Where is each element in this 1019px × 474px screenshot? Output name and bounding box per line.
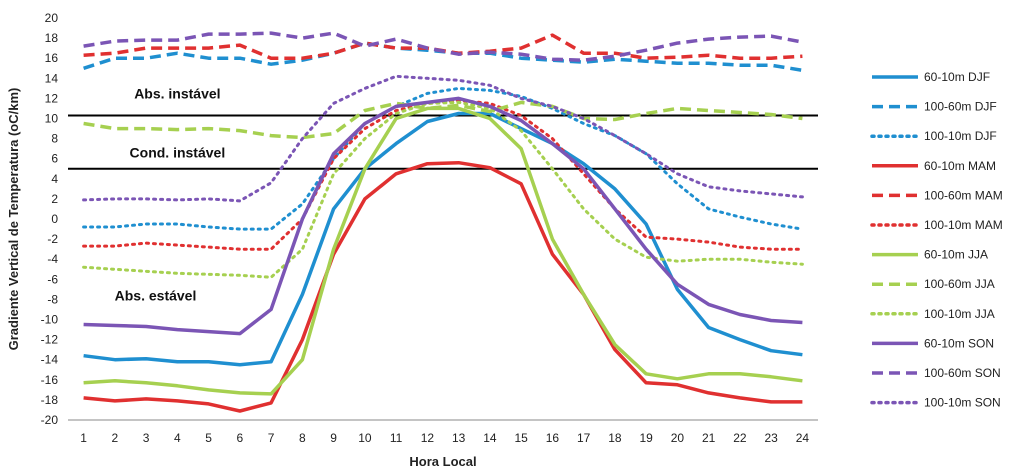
- legend-label: 100-60m DJF: [924, 100, 997, 114]
- series-line: [82, 98, 804, 251]
- x-tick-label: 4: [174, 431, 181, 445]
- x-tick-label: 1: [80, 431, 87, 445]
- x-tick-label: 20: [671, 431, 685, 445]
- legend-label: 60-10m MAM: [924, 159, 996, 173]
- x-tick-label: 2: [112, 431, 119, 445]
- series-line: [83, 31, 803, 62]
- legend-label: 100-60m SON: [924, 366, 1001, 380]
- series-line: [82, 100, 804, 279]
- y-tick-label: 0: [51, 212, 58, 226]
- x-tick-label: 10: [358, 431, 372, 445]
- y-tick-label: -4: [47, 252, 58, 266]
- legend-label: 100-10m JJA: [924, 307, 995, 321]
- x-tick-label: 17: [577, 431, 591, 445]
- y-tick-label: 4: [51, 172, 58, 186]
- x-tick-label: 19: [639, 431, 653, 445]
- series-line: [82, 74, 804, 203]
- reference-lines: [68, 114, 818, 170]
- legend-label: 100-10m DJF: [924, 129, 997, 143]
- legend-label: 60-10m SON: [924, 336, 994, 350]
- legend-label: 60-10m DJF: [924, 70, 990, 84]
- legend-label: 100-10m MAM: [924, 218, 1003, 232]
- series-line: [83, 100, 803, 140]
- x-tick-label: 9: [330, 431, 337, 445]
- x-tick-label: 7: [268, 431, 275, 445]
- series-lines: [82, 31, 804, 413]
- x-tick-label: 8: [299, 431, 306, 445]
- annotation-label: Cond. instável: [130, 145, 226, 161]
- y-tick-label: 12: [45, 91, 59, 105]
- legend-label: 100-10m SON: [924, 396, 1001, 410]
- x-axis-ticks: 1 2 3 4 5 6 7 8 9 10 11 12 13 14 15 16 17 18 19 20 21 22 23 24: [80, 431, 809, 445]
- y-tick-label: -2: [47, 232, 58, 246]
- y-tick-label: 10: [45, 112, 59, 126]
- x-tick-label: 12: [421, 431, 435, 445]
- series-line: [83, 106, 803, 396]
- y-tick-label: -20: [41, 413, 59, 427]
- y-tick-label: -14: [41, 353, 59, 367]
- x-tick-label: 6: [237, 431, 244, 445]
- x-tick-label: 21: [702, 431, 716, 445]
- y-tick-label: -12: [41, 333, 59, 347]
- x-tick-label: 13: [452, 431, 466, 445]
- x-tick-label: 23: [764, 431, 778, 445]
- legend-label: 60-10m JJA: [924, 248, 988, 262]
- y-tick-label: -6: [47, 272, 58, 286]
- y-tick-label: 16: [45, 51, 59, 65]
- series-line: [83, 111, 803, 367]
- x-tick-label: 22: [733, 431, 747, 445]
- annotation-label: Abs. estável: [115, 287, 197, 303]
- y-tick-label: 6: [51, 152, 58, 166]
- x-tick-label: 3: [143, 431, 150, 445]
- x-axis-title: Hora Local: [409, 454, 476, 469]
- series-line: [83, 96, 803, 336]
- y-tick-label: -16: [41, 373, 59, 387]
- y-tick-label: 20: [45, 11, 59, 25]
- x-tick-label: 24: [796, 431, 810, 445]
- y-tick-label: 8: [51, 132, 58, 146]
- y-axis-ticks: -20-18-16-14-12-10-8-6-4-202468101214161…: [41, 11, 59, 427]
- legend: 60-10m DJF 100-60m DJF 100-10m DJF 60-10m M…: [870, 70, 1003, 410]
- x-tick-label: 15: [514, 431, 528, 445]
- y-tick-label: -10: [41, 313, 59, 327]
- legend-label: 100-60m JJA: [924, 277, 995, 291]
- series-line: [82, 86, 804, 231]
- y-tick-label: -8: [47, 292, 58, 306]
- series-line: [83, 160, 803, 413]
- x-tick-label: 5: [205, 431, 212, 445]
- annotation-label: Abs. instável: [134, 85, 220, 101]
- x-tick-label: 11: [390, 431, 403, 445]
- y-tick-label: 18: [45, 31, 59, 45]
- x-tick-label: 14: [483, 431, 497, 445]
- annotations: Abs. instável Cond. instável Abs. estável: [115, 85, 226, 303]
- y-tick-label: 14: [45, 71, 59, 85]
- legend-label: 100-60m MAM: [924, 188, 1003, 202]
- x-tick-label: 18: [608, 431, 622, 445]
- y-axis-title: Gradiente Vertical de Temperatura (oC/km…: [6, 88, 21, 351]
- y-tick-label: 2: [51, 192, 58, 206]
- x-tick-label: 16: [546, 431, 560, 445]
- y-tick-label: -18: [41, 393, 59, 407]
